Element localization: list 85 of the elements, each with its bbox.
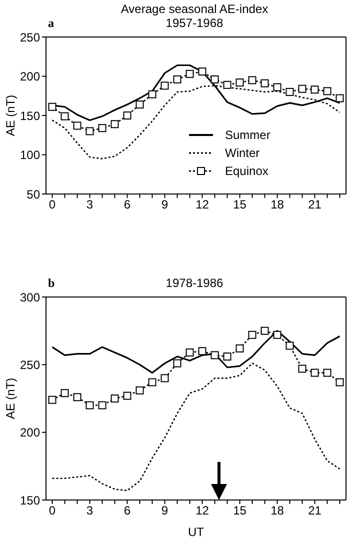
y-tick-label: 100 — [20, 148, 40, 162]
point — [136, 386, 144, 394]
point — [223, 80, 232, 89]
x-tick-label: 0 — [48, 504, 56, 518]
x-tick-label: 18 — [270, 198, 284, 212]
point — [148, 378, 156, 386]
point — [273, 83, 282, 92]
y-tick-label: 200 — [20, 70, 40, 84]
point — [223, 352, 232, 361]
point — [110, 394, 119, 402]
y-tick-label: 300 — [20, 290, 40, 304]
text: a — [48, 16, 54, 31]
x-tick-label: 21 — [308, 198, 322, 212]
line-series — [52, 362, 340, 492]
point — [160, 374, 169, 382]
x-tick-label: 21 — [308, 504, 322, 518]
point — [286, 342, 294, 350]
point — [323, 368, 332, 377]
point — [310, 86, 319, 94]
point — [236, 344, 244, 352]
point — [210, 75, 219, 84]
point — [273, 330, 282, 339]
y-tick-label: 150 — [20, 108, 40, 123]
legend-label: Winter — [225, 146, 260, 160]
point — [73, 122, 82, 130]
point — [186, 70, 194, 78]
point — [248, 330, 256, 339]
x-tick-label: 9 — [161, 198, 168, 212]
point — [48, 396, 56, 404]
point — [323, 87, 332, 96]
point — [286, 88, 294, 96]
x-tick-label: 12 — [196, 504, 210, 518]
point — [298, 364, 306, 373]
chart-subtitle: 1957-1968 — [166, 16, 224, 30]
y-tick-label: 150 — [20, 493, 40, 508]
point — [210, 351, 219, 360]
chart-title: 1978-1986 — [166, 276, 224, 290]
x-axis-title: UT — [188, 525, 205, 539]
point — [60, 389, 69, 398]
x-tick-label: 6 — [124, 198, 131, 212]
x-tick-label: 3 — [86, 198, 94, 212]
point — [160, 82, 169, 90]
point — [236, 78, 244, 87]
legend-label: Equinox — [225, 164, 268, 178]
point — [148, 90, 156, 98]
point — [260, 326, 269, 335]
point — [260, 79, 269, 88]
x-tick-label: 3 — [86, 504, 94, 518]
point — [123, 392, 132, 400]
x-tick-label: 6 — [124, 504, 131, 518]
point — [48, 102, 56, 111]
point — [86, 127, 94, 136]
chart-title: Average seasonal AE-index — [120, 2, 270, 16]
point — [110, 120, 119, 128]
point — [298, 84, 306, 93]
y-axis-title: AE (nT) — [3, 94, 18, 136]
point — [186, 348, 194, 356]
x-tick-label: 15 — [233, 504, 247, 518]
point — [198, 68, 206, 76]
point — [86, 401, 94, 410]
point — [123, 112, 132, 120]
x-tick-label: 9 — [161, 504, 168, 518]
x-tick-label: 0 — [48, 198, 56, 212]
point — [73, 393, 82, 402]
legend-label: Summer — [225, 128, 270, 142]
point — [198, 347, 206, 356]
point — [336, 94, 344, 102]
point — [336, 378, 344, 386]
x-tick-label: 18 — [270, 504, 284, 518]
text: b — [48, 276, 55, 291]
point — [173, 359, 182, 368]
point — [310, 368, 319, 377]
y-tick-label: 250 — [20, 358, 40, 372]
point — [60, 112, 69, 120]
y-tick-label: 50 — [26, 187, 40, 202]
y-tick-label: 250 — [20, 30, 40, 44]
point — [173, 75, 182, 84]
point — [136, 100, 144, 109]
point — [98, 401, 106, 410]
point — [248, 76, 256, 84]
x-tick-label: 12 — [196, 198, 210, 212]
y-tick-label: 200 — [20, 426, 40, 440]
x-tick-label: 15 — [233, 198, 247, 212]
point — [98, 124, 106, 132]
y-axis-title: AE (nT) — [3, 378, 18, 420]
